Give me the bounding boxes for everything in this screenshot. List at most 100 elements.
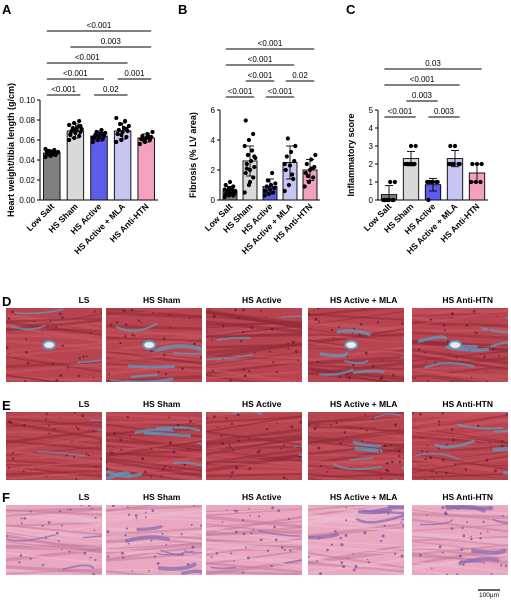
y-tick-label: 0 — [211, 196, 216, 205]
data-point — [435, 179, 440, 185]
data-point — [302, 184, 307, 189]
panel-letter-b: B — [178, 2, 187, 17]
y-tick-label: 4 — [211, 136, 216, 145]
y-tick-label: 0.04 — [19, 156, 35, 165]
data-point — [408, 143, 414, 149]
data-point — [311, 175, 316, 180]
data-point — [457, 161, 462, 167]
data-point — [243, 118, 248, 123]
data-point — [44, 148, 49, 154]
data-point — [271, 190, 276, 195]
data-point — [265, 178, 270, 183]
data-point — [227, 179, 233, 185]
data-point — [286, 182, 292, 188]
data-point — [48, 152, 53, 158]
data-point — [119, 137, 124, 143]
tissue-section — [6, 412, 102, 480]
data-point — [68, 132, 73, 138]
image-label: HS Active + MLA — [330, 399, 397, 409]
image-label: HS Sham — [143, 399, 181, 409]
panel-letter-a: A — [2, 2, 12, 17]
data-point — [137, 141, 143, 147]
p-value-label: 0.03 — [425, 59, 441, 68]
p-value-label: <0.001 — [258, 39, 283, 48]
data-point — [306, 179, 312, 185]
p-value-label: 0.003 — [101, 37, 122, 46]
data-point — [119, 132, 124, 138]
data-point — [247, 179, 253, 185]
scale-bar: 100µm — [478, 589, 500, 599]
tissue-section — [206, 308, 302, 382]
p-value-label: <0.001 — [388, 107, 413, 116]
data-point — [90, 139, 95, 145]
data-point — [252, 154, 257, 159]
data-point — [242, 143, 247, 149]
bar — [137, 137, 155, 201]
data-point — [231, 184, 236, 189]
data-point — [226, 185, 232, 191]
p-value-label: 0.02 — [292, 71, 308, 80]
data-point — [288, 149, 294, 155]
data-point — [430, 179, 436, 185]
data-point — [283, 167, 288, 173]
data-point — [73, 127, 78, 133]
data-point — [303, 170, 308, 176]
histology-image: HS Active + MLA — [308, 295, 404, 382]
data-point — [250, 148, 255, 153]
y-axis-title: Heart weight/tibia length (g/cm) — [6, 83, 16, 217]
p-value-label: <0.001 — [51, 85, 76, 94]
data-point — [290, 172, 295, 177]
data-point — [247, 167, 253, 173]
image-label: HS Active — [242, 295, 282, 305]
data-point — [115, 131, 120, 137]
p-value-label: <0.001 — [87, 21, 112, 30]
data-point — [427, 179, 432, 185]
y-tick-label: 2 — [211, 166, 216, 175]
data-point — [242, 190, 247, 195]
data-point — [116, 127, 121, 133]
y-tick-label: 0.08 — [19, 116, 35, 125]
data-point — [469, 179, 474, 185]
data-point — [449, 161, 454, 167]
data-point — [282, 161, 287, 167]
y-tick-label: 2 — [369, 160, 374, 169]
y-tick-label: 6 — [211, 106, 216, 115]
histology-image: LS — [6, 295, 102, 382]
y-axis-title: Inflammatory score — [346, 113, 356, 196]
data-point — [479, 161, 484, 167]
tissue-section — [106, 505, 202, 575]
data-point — [292, 158, 297, 164]
data-point — [114, 139, 119, 145]
data-point — [410, 161, 415, 167]
histology-image: HS Active — [206, 492, 302, 575]
p-value-label: 0.003 — [412, 91, 433, 100]
image-label: LS — [79, 295, 90, 305]
image-label: HS Active + MLA — [330, 295, 397, 305]
p-value-label: <0.001 — [248, 71, 273, 80]
data-point — [67, 137, 72, 143]
bar — [90, 135, 108, 201]
data-point — [95, 133, 100, 139]
data-point — [448, 143, 453, 149]
data-point — [478, 179, 483, 185]
data-point — [473, 179, 478, 185]
data-point — [273, 181, 278, 186]
data-point — [123, 118, 128, 124]
panel-letter-e: E — [2, 398, 11, 413]
y-tick-label: 5 — [369, 106, 374, 115]
p-value-label: <0.001 — [248, 55, 273, 64]
data-point — [474, 161, 480, 167]
data-point — [272, 185, 277, 191]
histology-image: HS Sham — [106, 399, 202, 480]
data-point — [305, 173, 310, 179]
image-label: LS — [79, 492, 90, 502]
image-label: HS Anti-HTN — [442, 492, 493, 502]
histology-image: HS Active + MLA — [308, 399, 404, 480]
data-point — [452, 143, 458, 149]
data-point — [310, 166, 315, 171]
data-point — [90, 135, 95, 141]
y-tick-label: 0.06 — [19, 136, 35, 145]
data-point — [304, 161, 309, 167]
